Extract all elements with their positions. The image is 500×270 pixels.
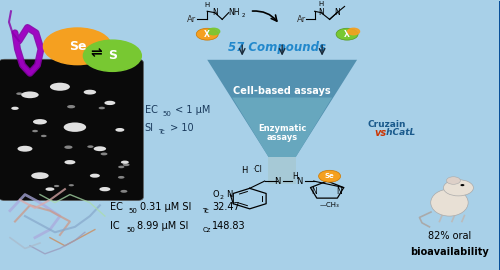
Text: 57 Compounds: 57 Compounds xyxy=(228,41,326,54)
Ellipse shape xyxy=(120,190,128,193)
Text: Ar: Ar xyxy=(188,15,196,24)
Text: Tc: Tc xyxy=(202,208,209,214)
Ellipse shape xyxy=(46,187,54,191)
Ellipse shape xyxy=(88,145,94,148)
Bar xyxy=(0,83,500,89)
Bar xyxy=(0,254,500,259)
Bar xyxy=(0,127,500,133)
Text: ·Cl: ·Cl xyxy=(252,165,262,174)
Text: assays: assays xyxy=(266,133,298,143)
Bar xyxy=(0,248,500,254)
Text: Se: Se xyxy=(68,40,86,53)
Text: bioavailability: bioavailability xyxy=(410,247,489,257)
Text: < 1 μM: < 1 μM xyxy=(172,105,210,115)
Bar xyxy=(0,28,500,33)
Bar xyxy=(0,39,500,45)
Text: IC: IC xyxy=(110,221,120,231)
Circle shape xyxy=(196,28,218,40)
Ellipse shape xyxy=(118,166,124,168)
Ellipse shape xyxy=(123,163,130,166)
Text: 0.31 μM SI: 0.31 μM SI xyxy=(140,202,191,212)
Ellipse shape xyxy=(430,189,468,216)
Bar xyxy=(0,0,500,1)
Text: H: H xyxy=(204,2,210,8)
Text: H: H xyxy=(242,166,248,175)
Ellipse shape xyxy=(64,123,86,132)
Ellipse shape xyxy=(50,83,70,91)
Text: N: N xyxy=(336,187,342,196)
Text: 8.99 μM SI: 8.99 μM SI xyxy=(138,221,188,231)
Bar xyxy=(0,12,500,17)
Ellipse shape xyxy=(94,146,106,151)
Bar xyxy=(0,237,500,242)
Ellipse shape xyxy=(90,174,100,178)
Text: N: N xyxy=(334,8,340,17)
Polygon shape xyxy=(207,60,357,184)
Text: 50: 50 xyxy=(129,208,138,214)
Bar xyxy=(0,89,500,94)
Text: N: N xyxy=(296,177,303,185)
Bar xyxy=(0,265,500,270)
Text: X: X xyxy=(204,30,210,39)
Text: —CH₃: —CH₃ xyxy=(320,202,340,208)
Text: Cruzain: Cruzain xyxy=(367,120,406,129)
Bar xyxy=(0,221,500,226)
Text: N: N xyxy=(318,8,324,17)
Bar xyxy=(0,182,500,187)
Bar xyxy=(0,138,500,143)
Text: 50: 50 xyxy=(163,111,172,117)
Ellipse shape xyxy=(21,92,38,98)
Bar xyxy=(0,210,500,215)
Circle shape xyxy=(460,184,464,186)
Text: 50: 50 xyxy=(126,227,135,233)
Text: SI: SI xyxy=(145,123,154,133)
Circle shape xyxy=(446,177,460,184)
Ellipse shape xyxy=(32,130,38,132)
Text: H: H xyxy=(318,1,324,7)
Text: vs: vs xyxy=(374,127,386,137)
Text: O: O xyxy=(212,190,218,199)
Bar xyxy=(0,33,500,39)
Bar xyxy=(0,1,500,6)
Ellipse shape xyxy=(16,92,22,95)
Text: 2: 2 xyxy=(242,13,245,18)
Text: EC: EC xyxy=(110,202,122,212)
Bar xyxy=(0,171,500,177)
Text: X: X xyxy=(344,30,350,39)
Text: N: N xyxy=(212,8,218,17)
Text: H: H xyxy=(292,172,298,181)
Bar xyxy=(0,226,500,231)
Bar xyxy=(0,188,500,193)
Bar xyxy=(0,61,500,66)
Bar xyxy=(0,160,500,166)
Ellipse shape xyxy=(95,67,102,69)
Text: 2: 2 xyxy=(220,195,224,200)
Text: N: N xyxy=(274,177,280,185)
Bar xyxy=(0,72,500,77)
Bar xyxy=(0,232,500,237)
Bar xyxy=(0,133,500,138)
Ellipse shape xyxy=(31,172,48,179)
Bar xyxy=(0,166,500,171)
Circle shape xyxy=(444,180,474,196)
Bar xyxy=(0,243,500,248)
Text: 148.83: 148.83 xyxy=(212,221,246,231)
Bar xyxy=(0,67,500,72)
Bar xyxy=(0,6,500,12)
Bar xyxy=(0,116,500,122)
Ellipse shape xyxy=(100,187,110,191)
Circle shape xyxy=(318,170,340,182)
Bar xyxy=(0,259,500,265)
Text: Ar: Ar xyxy=(297,15,306,24)
Text: Tc: Tc xyxy=(158,129,164,135)
Ellipse shape xyxy=(18,146,32,152)
Circle shape xyxy=(348,28,360,35)
Ellipse shape xyxy=(41,135,46,137)
Text: N: N xyxy=(226,190,232,199)
Bar xyxy=(0,193,500,198)
Bar xyxy=(0,111,500,116)
Bar xyxy=(0,56,500,61)
Bar xyxy=(0,50,500,56)
Text: Cell-based assays: Cell-based assays xyxy=(234,86,331,96)
